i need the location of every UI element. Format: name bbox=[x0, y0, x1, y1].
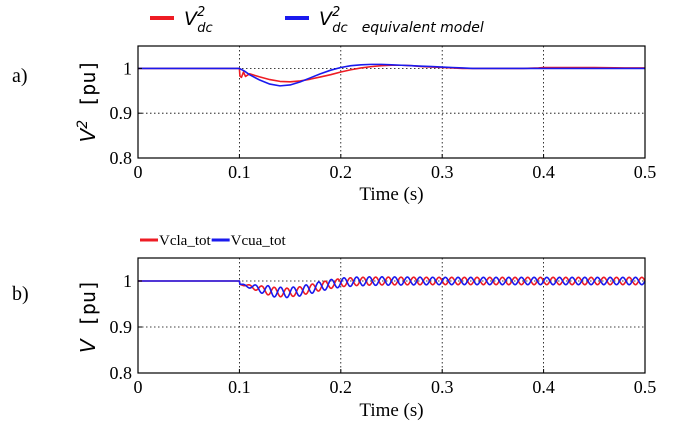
legend: Vcla_tot Vcua_tot bbox=[140, 233, 286, 249]
legend-label: V2 dc equivalent model bbox=[319, 5, 484, 36]
series-line-blue bbox=[137, 276, 646, 299]
x-tick-label: 0 bbox=[134, 377, 143, 397]
legend-label: V2 dc bbox=[184, 5, 213, 36]
x-tick-label: 0 bbox=[134, 162, 143, 182]
x-tick-label: 0.2 bbox=[330, 377, 353, 397]
legend: V2 dc V2 dc equivalent model bbox=[150, 5, 484, 36]
panel-label: a) bbox=[12, 65, 28, 87]
x-axis-label: Time (s) bbox=[359, 400, 423, 421]
y-axis-label: V [pu] bbox=[76, 279, 100, 353]
y-tick-label: 1 bbox=[123, 271, 132, 291]
x-tick-label: 0.5 bbox=[634, 377, 657, 397]
x-tick-label: 0.2 bbox=[330, 162, 353, 182]
y-tick-label: 1 bbox=[123, 58, 132, 78]
legend-label: Vcua_tot bbox=[231, 233, 287, 249]
y-tick-label: 0.9 bbox=[110, 103, 133, 123]
panel-label: b) bbox=[12, 283, 29, 305]
legend-label: Vcla_tot bbox=[159, 233, 211, 249]
y-tick-label: 0.8 bbox=[110, 148, 133, 168]
x-tick-label: 0.4 bbox=[532, 377, 555, 397]
chart-panel-a: a) 0 0.1 0.2 0.3 0.4 0.5 0.8 0.9 1 Time (s) V2 [pu]… bbox=[12, 5, 656, 205]
y-tick-label: 0.8 bbox=[110, 363, 133, 383]
plot-frame bbox=[137, 45, 646, 159]
x-tick-label: 0.3 bbox=[431, 162, 454, 182]
plot-frame bbox=[137, 257, 646, 374]
x-tick-label: 0.3 bbox=[431, 377, 454, 397]
chart-panel-b: b) 0 0.1 0.2 0.3 0.4 0.5 0.8 0.9 1 Time (s) V [pu] V… bbox=[12, 233, 656, 421]
x-tick-label: 0.5 bbox=[634, 162, 657, 182]
y-tick-label: 0.9 bbox=[110, 317, 133, 337]
x-tick-label: 0.4 bbox=[532, 162, 555, 182]
y-axis-label: V2 [pu] bbox=[75, 60, 100, 143]
x-axis-label: Time (s) bbox=[359, 184, 423, 205]
x-tick-label: 0.1 bbox=[228, 162, 251, 182]
series-line-blue bbox=[138, 63, 645, 87]
x-tick-label: 0.1 bbox=[228, 377, 251, 397]
